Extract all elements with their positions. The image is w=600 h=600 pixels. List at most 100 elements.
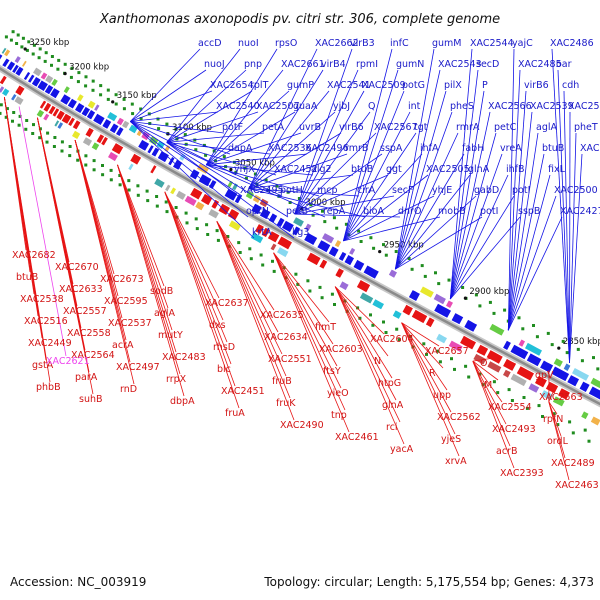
forward-gene-label: nuoJ (204, 59, 225, 70)
scale-tick (311, 213, 315, 217)
reverse-leader-line (273, 252, 342, 389)
forward-cog-track-feature (572, 368, 589, 381)
scale-tick (38, 127, 42, 131)
forward-cds-track-feature (86, 110, 96, 120)
scale-tick (114, 93, 118, 97)
forward-cds-track-feature (408, 290, 420, 301)
forward-gene-label: virB6 (339, 122, 364, 133)
forward-leader-line (569, 111, 571, 363)
reverse-gene-label: parA (75, 372, 98, 383)
reverse-cds-track-feature (460, 335, 476, 350)
reverse-cds-track-feature (130, 153, 142, 165)
scale-tick (492, 311, 496, 315)
reverse-leader-line (273, 252, 334, 345)
scale-tick (195, 227, 199, 231)
reverse-leader-line (164, 191, 228, 343)
forward-cog-track-feature (197, 163, 209, 174)
forward-cds-track-feature (173, 159, 183, 170)
scale-tick (244, 176, 248, 180)
forward-leader-line (507, 132, 539, 331)
forward-cds-track-feature (28, 74, 35, 83)
forward-leader-line (551, 48, 570, 363)
forward-leader-line (449, 90, 485, 300)
forward-leader-line (130, 111, 219, 122)
forward-leader-line (449, 69, 479, 300)
reverse-cog-track-feature (36, 109, 45, 118)
scale-tick (561, 339, 565, 343)
scale-tick (106, 88, 110, 92)
forward-gene-label: tgt (414, 122, 428, 133)
accession-text: Accession: NC_003919 (10, 575, 146, 589)
forward-gene-label: btuB (351, 164, 373, 175)
forward-leader-line (449, 48, 473, 300)
ruler-tick-mark (378, 250, 382, 254)
reverse-cds-track-feature (39, 100, 47, 109)
forward-cog-track-feature (116, 117, 124, 126)
scale-tick (556, 423, 560, 427)
reverse-cog-track-feature (473, 353, 487, 365)
scale-tick (215, 229, 219, 233)
forward-cds-track-feature (503, 340, 511, 350)
scale-tick (248, 247, 252, 251)
forward-cds-track-feature (434, 303, 451, 318)
reverse-gene-label: M (484, 380, 492, 391)
scale-tick (69, 75, 73, 79)
forward-cds-track-feature (157, 151, 169, 163)
reverse-gene-label: acrA (112, 340, 134, 351)
scale-tick (407, 257, 411, 260)
forward-cog-track-feature (40, 72, 48, 80)
reverse-cog-track-feature (184, 195, 197, 206)
scale-tick (541, 415, 544, 418)
scale-tick (127, 179, 131, 183)
reverse-leader-line (401, 322, 456, 435)
reverse-gene-label: XAC2551 (268, 354, 312, 365)
scale-tick (57, 58, 61, 62)
scale-tick (297, 197, 301, 200)
reverse-gene-label: yacA (390, 444, 414, 455)
scale-tick (503, 308, 507, 312)
forward-gene-label: cdh (562, 80, 579, 91)
forward-gene-label: lig3 (292, 227, 309, 238)
ruler-tick-mark (23, 47, 27, 51)
scale-tick (76, 80, 80, 84)
scale-tick (25, 48, 29, 52)
reverse-cds-track-feature (503, 358, 517, 371)
scale-tick (21, 36, 25, 40)
scale-tick (320, 296, 324, 300)
forward-leader-line (449, 153, 503, 300)
forward-cds-track-feature (102, 119, 112, 129)
forward-leader-line (166, 111, 259, 143)
forward-leader-line (130, 121, 249, 218)
reverse-cog-track-feature (339, 281, 349, 291)
ruler-tick-label: 3250 kbp (29, 38, 69, 48)
scale-tick (122, 97, 126, 101)
forward-leader-line (130, 121, 255, 239)
forward-cog-track-feature (293, 217, 304, 227)
forward-gene-label: infC (390, 38, 409, 49)
forward-cds-track-feature (338, 251, 347, 261)
forward-gene-label: potG (402, 80, 425, 91)
forward-gene-label: secF (392, 185, 413, 196)
forward-gene-label: yhjE (432, 185, 452, 196)
forward-gene-label: dapA (228, 143, 253, 154)
scale-tick (496, 391, 500, 395)
scale-tick (32, 43, 36, 47)
reverse-leader-line (164, 191, 240, 409)
reverse-leader-line (117, 164, 169, 309)
forward-cog-track-feature (563, 363, 571, 371)
reverse-cog-track-feature (552, 396, 565, 407)
scale-tick (453, 367, 456, 371)
scale-tick (114, 102, 118, 106)
reverse-cds-track-feature (558, 388, 570, 400)
reverse-gene-label: O (480, 358, 487, 369)
reverse-gene-label: XAC2657 (425, 346, 469, 357)
scale-tick (146, 199, 150, 203)
scale-tick (488, 300, 492, 304)
scale-tick (461, 286, 465, 289)
reverse-cog-track-feature (2, 88, 10, 96)
forward-gene-label: mobB (438, 206, 466, 217)
pink-gene-label: XAC2621 (46, 356, 90, 367)
reverse-gene-label: XAC2449 (28, 338, 72, 349)
reverse-cog-track-feature (372, 299, 384, 310)
forward-cog-track-feature (45, 75, 54, 84)
